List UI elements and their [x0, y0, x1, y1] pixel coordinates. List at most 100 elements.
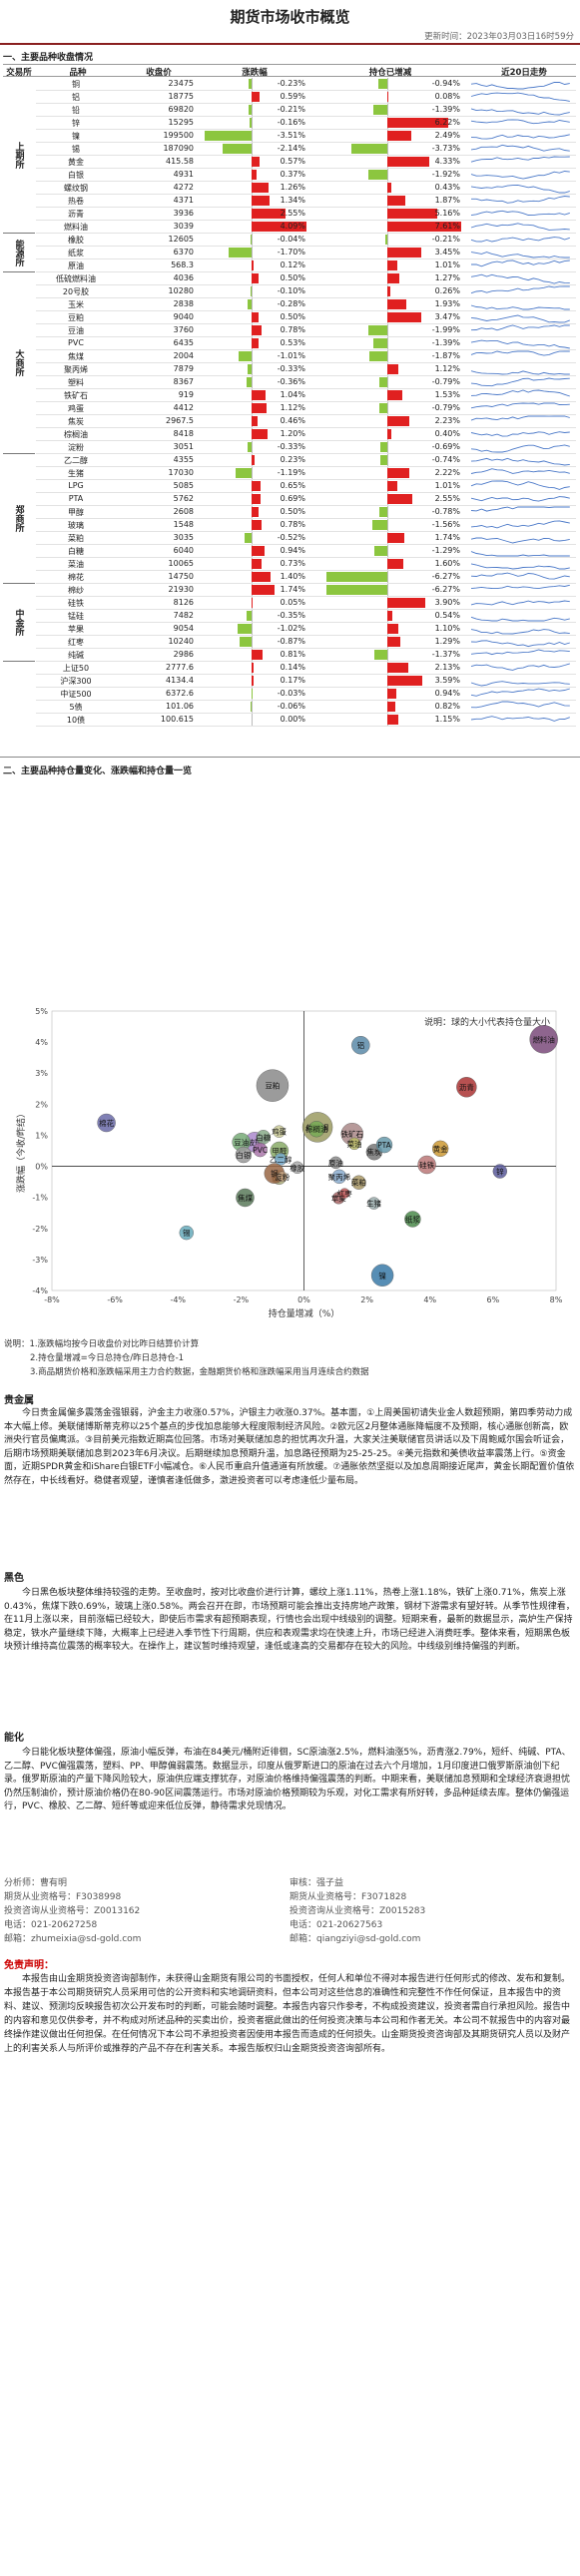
y-tick-label: -2% — [32, 1225, 48, 1234]
row-change: 0.50% — [196, 272, 307, 284]
sparkline — [467, 506, 575, 518]
y-tick-label: 3% — [35, 1069, 48, 1078]
x-tick-label: -2% — [234, 1295, 250, 1304]
change-text: 1.04% — [280, 390, 305, 399]
change-text: 1.12% — [280, 403, 305, 412]
table-row: 5债 101.06 -0.06% 0.82% — [36, 701, 576, 714]
row-name: 淀粉 — [68, 443, 84, 452]
bubble-红枣 — [339, 1188, 350, 1199]
table-row: 白糖 6040 0.94% -1.29% — [36, 545, 576, 558]
section-title-precious: 贵金属 — [4, 1395, 34, 1406]
row-price: 4272 — [173, 183, 194, 192]
change-text: -0.21% — [277, 105, 305, 114]
oi-text: 0.82% — [434, 702, 460, 711]
oi-bar — [387, 286, 390, 296]
sparkline — [467, 350, 575, 362]
sparkline — [467, 376, 575, 388]
row-oi: 0.94% — [312, 688, 462, 700]
oi-text: -1.99% — [431, 325, 460, 334]
table-row: 鸡蛋 4412 1.12% -0.79% — [36, 402, 576, 415]
sparkline — [467, 584, 575, 596]
row-change: 1.40% — [196, 571, 307, 583]
oi-text: -0.78% — [431, 507, 460, 516]
row-oi: 6.22% — [312, 117, 462, 129]
change-text: 0.78% — [280, 520, 305, 529]
table-row: 螺纹钢 4272 1.26% 0.43% — [36, 182, 576, 195]
row-oi: 1.87% — [312, 195, 462, 207]
row-oi: 2.22% — [312, 467, 462, 479]
row-name: 10债 — [66, 716, 86, 725]
bubble-label: 焦煤 — [238, 1193, 253, 1203]
sparkline — [467, 156, 575, 168]
table-row: 沪深300 4134.4 0.17% 3.59% — [36, 675, 576, 688]
row-oi: 7.61% — [312, 221, 462, 233]
row-change: 0.78% — [196, 324, 307, 336]
change-text: 0.23% — [280, 455, 305, 464]
table-row: 硅铁 8126 0.05% 3.90% — [36, 597, 576, 610]
row-change: 0.05% — [196, 597, 307, 609]
bubble-沥青 — [456, 1077, 477, 1098]
row-change: -0.35% — [196, 610, 307, 622]
row-price: 10280 — [168, 286, 194, 295]
analyst-email[interactable]: 邮箱：zhumeixia@sd-gold.com — [4, 1934, 142, 1944]
change-bar — [248, 299, 252, 309]
row-name: 铝 — [72, 93, 80, 102]
oi-text: 0.26% — [434, 286, 460, 295]
row-price: 17030 — [168, 468, 194, 477]
row-price: 21930 — [168, 585, 194, 594]
bubble-label: 豆粕 — [265, 1081, 280, 1091]
oi-bar — [387, 715, 399, 725]
row-oi: 1.93% — [312, 298, 462, 310]
oi-text: 2.55% — [434, 494, 460, 503]
sparkline — [467, 117, 575, 129]
row-change: 0.46% — [196, 415, 307, 427]
oi-text: 1.60% — [434, 559, 460, 568]
row-price: 23475 — [168, 79, 194, 88]
x-tick-label: 2% — [360, 1295, 373, 1304]
row-change: 1.12% — [196, 402, 307, 414]
oi-text: 1.01% — [434, 481, 460, 490]
sparkline — [467, 272, 575, 284]
change-bar — [238, 624, 252, 634]
oi-text: 1.87% — [434, 196, 460, 205]
bubble-label: 豆油 — [234, 1137, 249, 1147]
oi-text: 7.61% — [434, 222, 460, 231]
bubble-label: 橡胶 — [290, 1163, 304, 1173]
bubble-label: PTA — [377, 1141, 392, 1150]
change-bar — [251, 235, 252, 245]
oi-bar — [387, 157, 430, 167]
bubble-label: 白银 — [236, 1150, 251, 1160]
change-text: 4.09% — [280, 222, 305, 231]
change-text: -1.19% — [277, 468, 305, 477]
bubble-label: 甲醇 — [272, 1146, 287, 1156]
row-change: -3.51% — [196, 130, 307, 142]
oi-bar — [387, 429, 391, 439]
oi-bar — [387, 481, 397, 491]
row-change: -0.28% — [196, 298, 307, 310]
row-price: 101.06 — [166, 702, 194, 711]
table-row: 棉纱 21930 1.74% -6.27% — [36, 584, 576, 597]
oi-bar — [373, 338, 387, 348]
update-time: 更新时间：2023年03月03日16时59分 — [424, 32, 574, 42]
sparkline — [467, 441, 575, 453]
oi-bar — [373, 105, 387, 115]
bubble-棕榈油 — [307, 1121, 325, 1138]
change-text: 0.17% — [280, 676, 305, 685]
row-price: 4036 — [173, 273, 194, 282]
table-row: 铁矿石 919 1.04% 1.53% — [36, 389, 576, 402]
row-change: -2.14% — [196, 143, 307, 155]
row-name: 红枣 — [68, 638, 84, 647]
oi-bar — [377, 79, 387, 89]
change-bar — [247, 364, 252, 374]
row-oi: 2.23% — [312, 415, 462, 427]
row-oi: -0.21% — [312, 234, 462, 246]
y-axis-label: 涨跌幅（今收/昨结） — [15, 1109, 27, 1193]
reviewer-email[interactable]: 邮箱：qiangziyi@sd-gold.com — [290, 1934, 421, 1944]
change-text: 0.78% — [280, 325, 305, 334]
oi-bar — [387, 131, 412, 141]
oi-bar — [387, 702, 395, 712]
oi-bar — [387, 299, 406, 309]
row-price: 8367 — [173, 377, 194, 386]
oi-bar — [368, 170, 387, 180]
row-name: 棕榈油 — [64, 430, 88, 439]
